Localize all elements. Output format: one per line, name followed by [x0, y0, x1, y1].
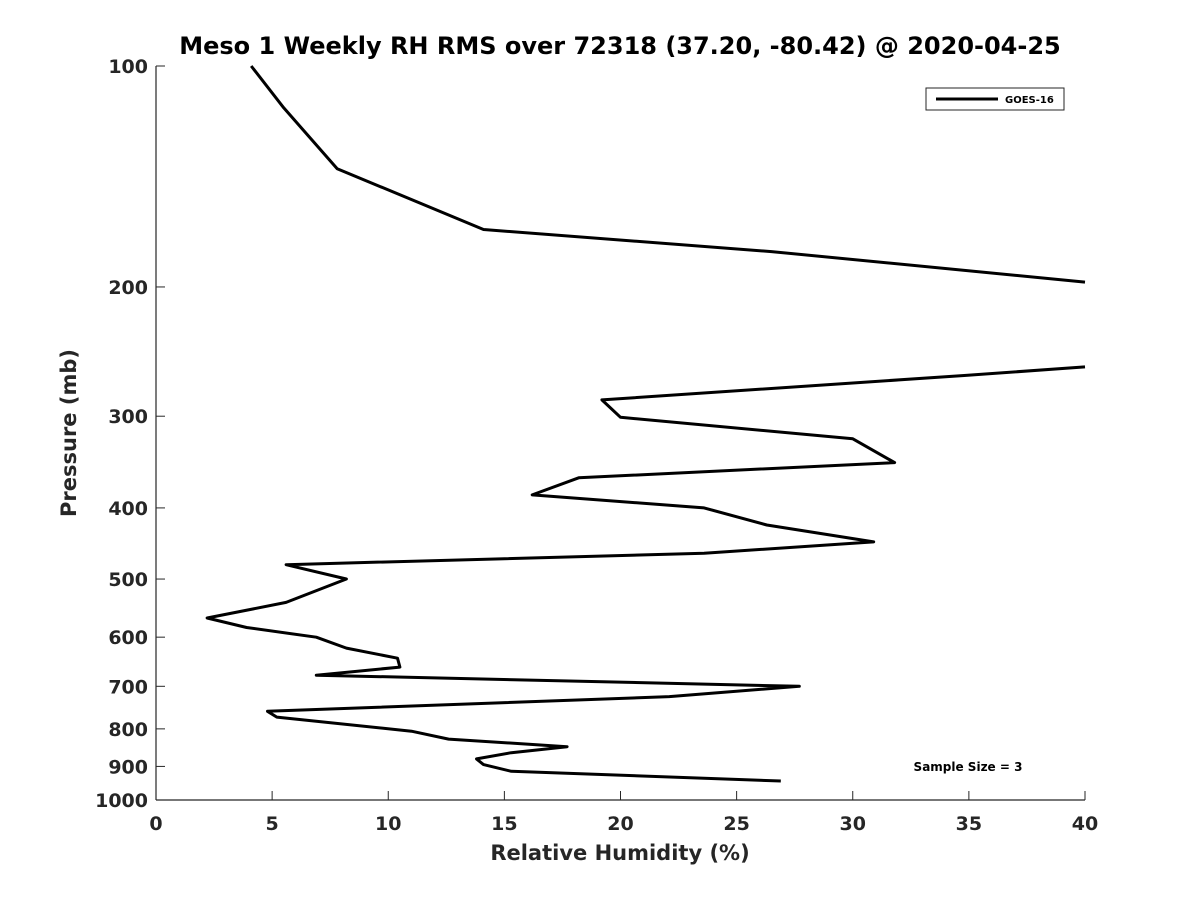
series-lines — [205, 65, 1086, 783]
legend: GOES-16 — [925, 87, 1065, 111]
x-tick-label: 5 — [266, 813, 279, 835]
chart-title: Meso 1 Weekly RH RMS over 72318 (37.20, … — [179, 32, 1061, 60]
x-tick-label: 40 — [1072, 813, 1098, 835]
x-tick-label: 0 — [149, 813, 162, 835]
y-tick-label: 1000 — [95, 790, 148, 812]
series-line-goes-16 — [205, 65, 1086, 783]
tick-marks: 0 5 10 15 20 25 30 35 40 100 200 300 400 500 600 700 800… — [95, 56, 1098, 835]
y-tick-label: 700 — [108, 676, 148, 698]
y-tick-label: 500 — [108, 569, 148, 591]
y-tick-label: 100 — [108, 56, 148, 78]
y-tick-label: 600 — [108, 627, 148, 649]
y-tick-label: 900 — [108, 756, 148, 778]
x-tick-label: 25 — [723, 813, 749, 835]
y-axis-label: Pressure (mb) — [57, 349, 81, 517]
y-tick-label: 200 — [108, 277, 148, 299]
x-tick-label: 15 — [491, 813, 517, 835]
x-tick-label: 30 — [840, 813, 866, 835]
y-tick-label: 800 — [108, 719, 148, 741]
x-axis-label: Relative Humidity (%) — [490, 841, 749, 865]
sample-size-annotation: Sample Size = 3 — [914, 760, 1023, 774]
x-tick-label: 10 — [375, 813, 401, 835]
y-tick-label: 400 — [108, 498, 148, 520]
legend-label-goes-16: GOES-16 — [1005, 95, 1054, 106]
x-tick-label: 35 — [956, 813, 982, 835]
y-tick-label: 300 — [108, 406, 148, 428]
x-tick-label: 20 — [607, 813, 633, 835]
